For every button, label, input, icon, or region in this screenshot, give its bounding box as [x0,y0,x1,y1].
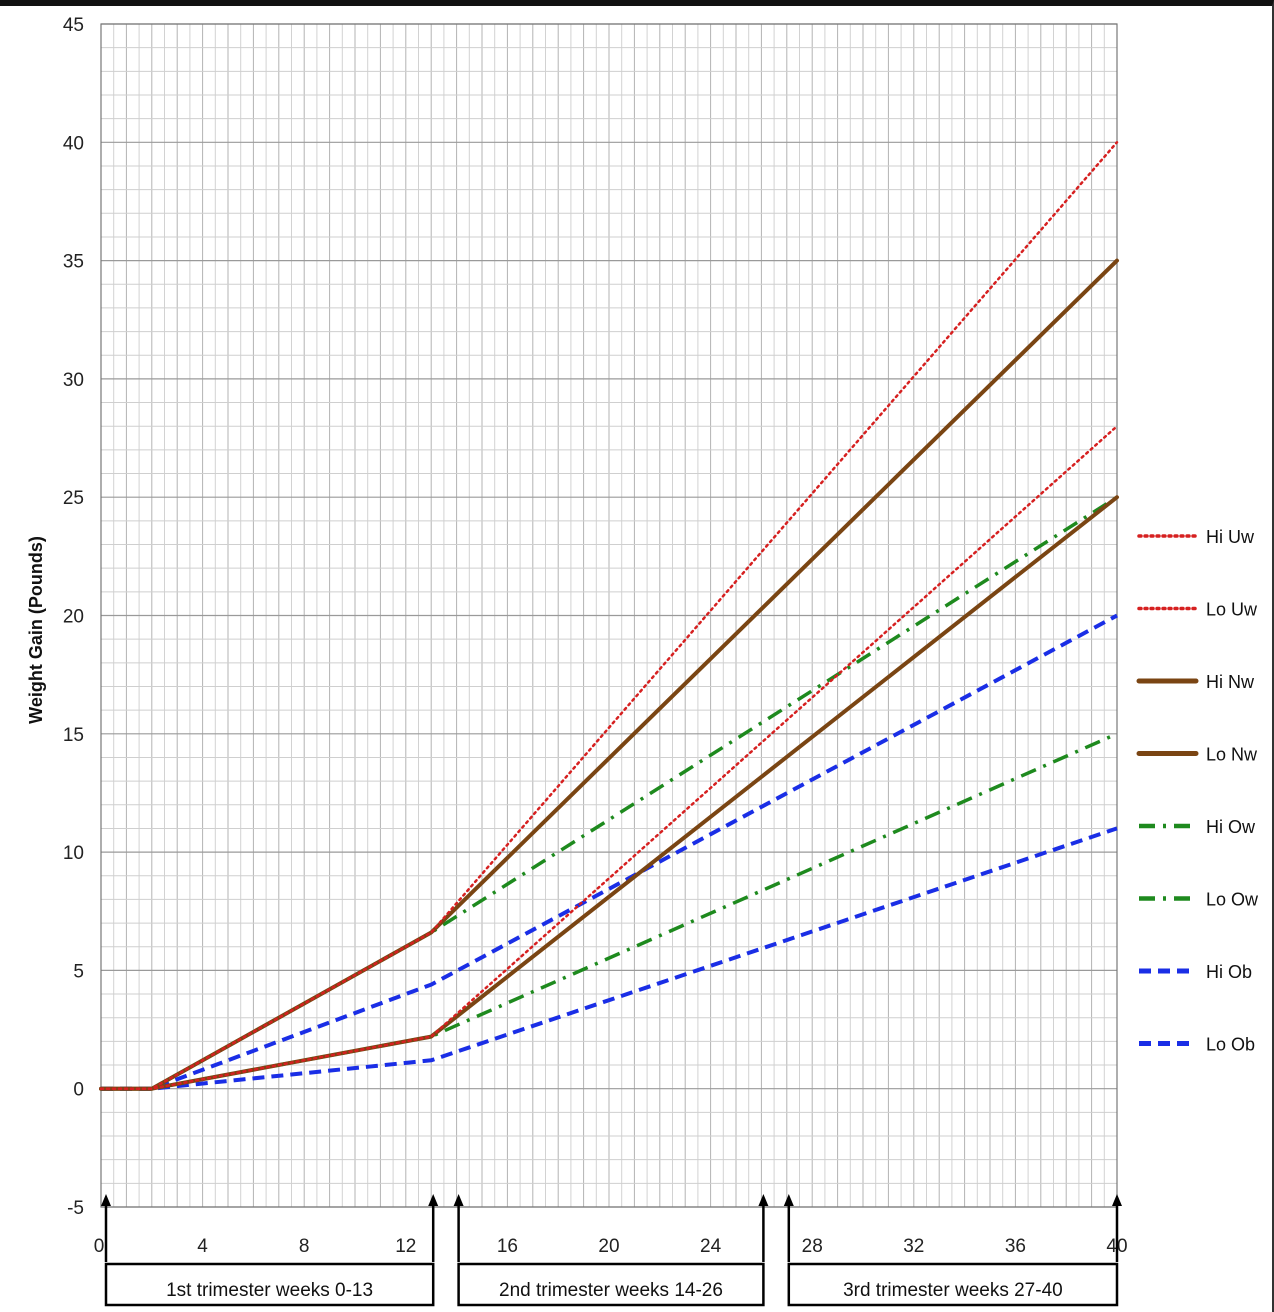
trimester-arrow-head [758,1194,769,1206]
y-tick-label: 5 [73,961,84,982]
legend-label: Lo Nw [1206,745,1258,765]
x-tick-label: 8 [299,1236,310,1257]
trimester-box [457,1262,765,1307]
x-tick-label: 12 [395,1236,416,1257]
y-axis-ticks: -5 0 5 10 15 20 25 30 35 40 45 [63,15,84,1219]
trimester-box [787,1262,1119,1307]
trimester-arrow-head [428,1194,439,1206]
x-tick-label: 28 [802,1236,823,1257]
series-line-hi-uw [99,141,1119,1090]
x-tick-label: 4 [197,1236,208,1257]
trimester-box [104,1262,435,1307]
x-tick-label: 36 [1005,1236,1026,1257]
trimester-arrow-head [101,1194,111,1206]
trimester-arrow-head [453,1194,464,1206]
legend-label: Hi Ow [1206,817,1256,837]
y-tick-label: 35 [63,252,84,273]
x-tick-label: 24 [700,1236,722,1257]
trimester-arrow-head [1112,1194,1122,1206]
legend: Hi Uw Lo Uw Hi Nw Lo Nw Hi Ow Lo Ow Hi Ob Lo Ob [1136,527,1259,1055]
trimester-arrow-head [783,1194,794,1206]
legend-label: Lo Ob [1206,1035,1255,1055]
trimester-label: 1st trimester weeks 0-13 [166,1280,373,1301]
trimester-label: 2nd trimester weeks 14-26 [499,1280,723,1301]
legend-label: Lo Ow [1206,890,1259,910]
y-axis-label: Weight Gain (Pounds) [26,536,46,724]
y-tick-label: 45 [63,15,84,36]
x-tick-label: 16 [497,1236,518,1257]
x-axis: 0 4 8 12 16 20 24 28 32 36 40 [94,1236,1128,1257]
y-tick-label: 30 [63,370,84,391]
data-series [99,141,1119,1091]
y-tick-label: 15 [63,725,84,746]
legend-label: Lo Uw [1206,600,1258,620]
y-tick-label: 25 [63,488,84,509]
x-tick-label: 32 [903,1236,924,1257]
legend-label: Hi Ob [1206,962,1252,982]
trimester-bands: 1st trimester weeks 0-13 2nd trimester we… [101,1194,1122,1307]
y-tick-label: 10 [63,843,84,864]
y-tick-label: 20 [63,607,84,628]
y-tick-label: 0 [73,1080,84,1101]
x-tick-label: 20 [598,1236,619,1257]
trimester-label: 3rd trimester weeks 27-40 [843,1280,1063,1301]
grid [100,23,1118,1208]
legend-label: Hi Nw [1206,672,1255,692]
legend-label: Hi Uw [1206,527,1255,547]
y-tick-label: -5 [67,1198,84,1219]
x-tick-label: 0 [94,1236,105,1257]
y-tick-label: 40 [63,133,84,154]
